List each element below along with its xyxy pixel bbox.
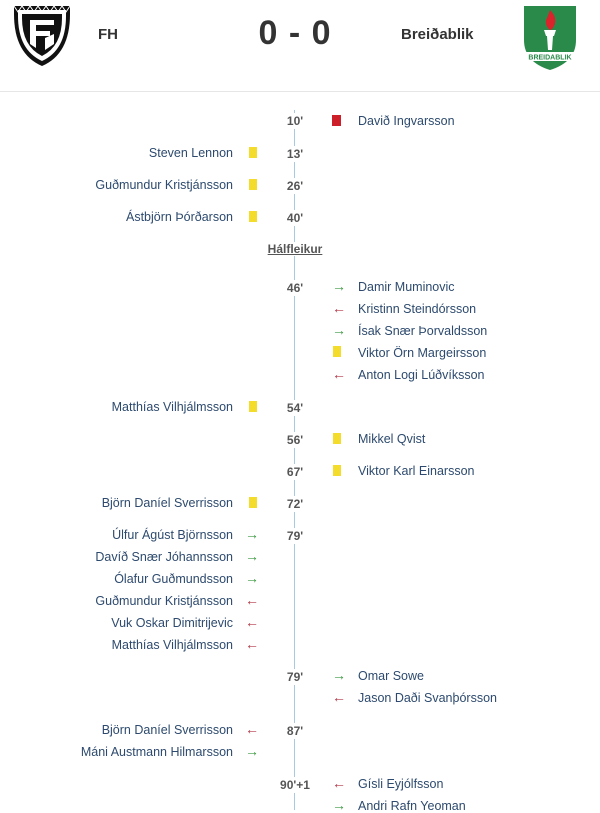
yellow-card-icon	[249, 497, 257, 508]
event-player-name[interactable]: Matthías Vilhjálmsson	[111, 400, 233, 414]
event-player-name[interactable]: Mikkel Qvist	[358, 432, 426, 446]
minute-label: 54'	[273, 400, 317, 416]
sub-out-arrow-icon: ←	[245, 636, 259, 652]
minute-label: 79'	[273, 528, 317, 544]
yellow-card-icon	[249, 211, 257, 222]
minute-label: 46'	[273, 280, 317, 296]
sub-in-arrow-icon: →	[245, 743, 259, 759]
event-player-name[interactable]: Jason Daði Svanþórsson	[358, 691, 497, 705]
event-player-name[interactable]: Anton Logi Lúðvíksson	[358, 368, 485, 382]
sub-out-arrow-icon: ←	[245, 721, 259, 737]
event-player-name[interactable]: Vuk Oskar Dimitrijevic	[111, 616, 233, 630]
sub-in-arrow-icon: →	[245, 570, 259, 586]
match-timeline: 10' Davið Ingvarsson Steven Lennon 13' G…	[0, 92, 600, 813]
event-player-name[interactable]: Gísli Eyjólfsson	[358, 777, 444, 791]
svg-text:BREIDABLIK: BREIDABLIK	[528, 55, 571, 62]
header-divider	[0, 91, 600, 92]
event-player-name[interactable]: Guðmundur Kristjánsson	[95, 594, 233, 608]
minute-label: 87'	[273, 723, 317, 739]
sub-in-arrow-icon: →	[245, 548, 259, 564]
sub-in-arrow-icon: →	[332, 667, 346, 683]
event-player-name[interactable]: Björn Daníel Sverrisson	[101, 496, 233, 510]
sub-in-arrow-icon: →	[245, 526, 259, 542]
yellow-card-icon	[249, 401, 257, 412]
event-player-name[interactable]: Omar Sowe	[358, 669, 424, 683]
yellow-card-icon	[249, 147, 257, 158]
halftime-label: Hálfleikur	[250, 242, 340, 256]
sub-out-arrow-icon: ←	[332, 366, 346, 382]
breidablik-logo-icon[interactable]: BREIDABLIK	[520, 4, 580, 72]
yellow-card-icon	[333, 433, 341, 444]
event-player-name[interactable]: Davið Ingvarsson	[358, 114, 455, 128]
minute-label: 26'	[273, 178, 317, 194]
sub-in-arrow-icon: →	[332, 322, 346, 338]
sub-in-arrow-icon: →	[332, 797, 346, 813]
event-player-name[interactable]: Ísak Snær Þorvaldsson	[358, 324, 488, 338]
match-score: 0 - 0	[258, 14, 332, 52]
event-player-name[interactable]: Matthías Vilhjálmsson	[111, 638, 233, 652]
minute-label: 72'	[273, 496, 317, 512]
event-player-name[interactable]: Ástbjörn Þórðarson	[125, 210, 233, 224]
minute-label: 40'	[273, 210, 317, 226]
minute-label: 13'	[273, 146, 317, 162]
sub-out-arrow-icon: ←	[332, 689, 346, 705]
sub-out-arrow-icon: ←	[245, 592, 259, 608]
event-player-name[interactable]: Guðmundur Kristjánsson	[95, 178, 233, 192]
fh-logo-icon[interactable]	[12, 4, 72, 68]
sub-out-arrow-icon: ←	[332, 775, 346, 791]
home-team-name[interactable]: FH	[98, 26, 118, 43]
minute-label: 10'	[273, 113, 317, 129]
minute-label: 67'	[273, 464, 317, 480]
event-player-name[interactable]: Andri Rafn Yeoman	[358, 799, 466, 813]
event-player-name[interactable]: Ólafur Guðmundsson	[114, 572, 233, 586]
event-player-name[interactable]: Viktor Örn Margeirsson	[358, 346, 487, 360]
event-player-name[interactable]: Máni Austmann Hilmarsson	[80, 745, 233, 759]
sub-out-arrow-icon: ←	[245, 614, 259, 630]
minute-label: 79'	[273, 669, 317, 685]
event-player-name[interactable]: Viktor Karl Einarsson	[358, 464, 475, 478]
yellow-card-icon	[333, 465, 341, 476]
sub-in-arrow-icon: →	[332, 278, 346, 294]
sub-out-arrow-icon: ←	[332, 300, 346, 316]
event-player-name[interactable]: Úlfur Ágúst Björnsson	[112, 528, 233, 542]
yellow-card-icon	[333, 346, 341, 357]
match-header: FH 0 - 0 Breiðablik BREIDABLIK	[0, 0, 600, 92]
event-player-name[interactable]: Damir Muminovic	[358, 280, 455, 294]
minute-label: 90'+1	[273, 777, 317, 793]
event-player-name[interactable]: Steven Lennon	[148, 146, 233, 160]
event-player-name[interactable]: Björn Daníel Sverrisson	[101, 723, 233, 737]
timeline-line	[294, 110, 295, 810]
event-player-name[interactable]: Davíð Snær Jóhannsson	[95, 550, 233, 564]
event-player-name[interactable]: Kristinn Steindórsson	[358, 302, 477, 316]
away-team-name[interactable]: Breiðablik	[401, 26, 474, 43]
minute-label: 56'	[273, 432, 317, 448]
yellow-card-icon	[249, 179, 257, 190]
red-card-icon	[332, 115, 341, 126]
